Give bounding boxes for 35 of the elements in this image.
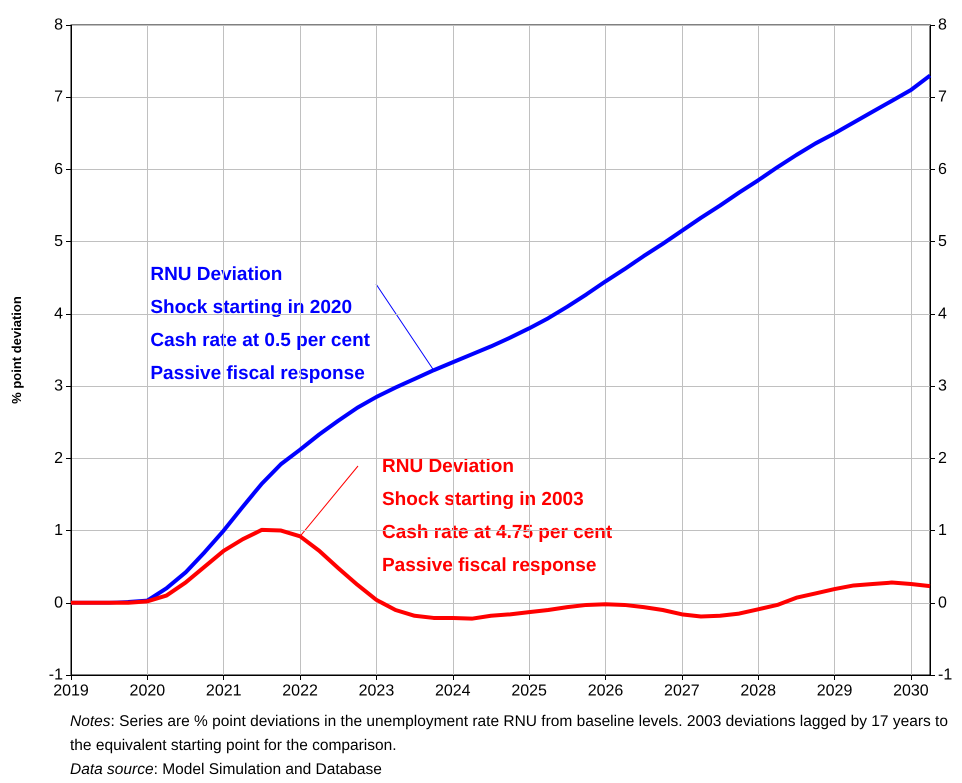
x-tick-label: 2027 [664, 682, 700, 700]
y-tick-label: 4 [54, 305, 64, 322]
y2-tick-label: 8 [938, 16, 947, 34]
y-tick-label: 7 [54, 88, 64, 106]
y-tick-label: -1 [48, 666, 64, 684]
text: Notes: Series are % point deviations in the unemployment rate RNU from baseline levels. 2003 deviations lagged by 17 years to the equivalent starting point for the comparison. [70, 712, 949, 756]
y2-tick-label: 2 [938, 450, 947, 467]
x-tick-label: 2020 [130, 682, 166, 700]
x-tick-label: 2023 [358, 682, 394, 700]
y-tick-label: 2 [54, 450, 64, 467]
y-tick-label: 5 [54, 233, 64, 250]
y2-tick-label: 7 [938, 88, 947, 106]
y2-tick-label: 5 [938, 233, 947, 250]
x-tick-label: 2030 [893, 682, 929, 700]
y2-tick-label: 0 [938, 594, 947, 612]
x-tick-label: 2019 [53, 682, 89, 700]
y2-tick-label: 6 [938, 160, 947, 178]
x-tick-label: 2021 [206, 682, 242, 700]
x-tick-label: 2029 [816, 682, 852, 700]
y-tick-label: 0 [54, 594, 64, 612]
y-tick-label: 1 [54, 522, 64, 540]
y-tick-label: 8 [54, 16, 64, 34]
y-axis-title: % point deviation [9, 296, 24, 404]
y-tick-label: 6 [54, 160, 64, 178]
y-tick-label: 3 [54, 378, 64, 395]
y2-tick-label: 3 [938, 378, 947, 395]
y2-tick-label: 1 [938, 522, 947, 540]
y2-tick-label: -1 [938, 666, 952, 684]
x-tick-label: 2025 [511, 682, 548, 700]
x-tick-label: 2026 [588, 682, 624, 700]
x-tick-label: 2024 [434, 682, 471, 700]
source-note: Data source: Model Simulation and Database [70, 760, 383, 780]
y2-tick-label: 4 [938, 305, 947, 322]
x-tick-label: 2028 [740, 682, 776, 700]
x-tick-label: 2022 [282, 682, 318, 700]
